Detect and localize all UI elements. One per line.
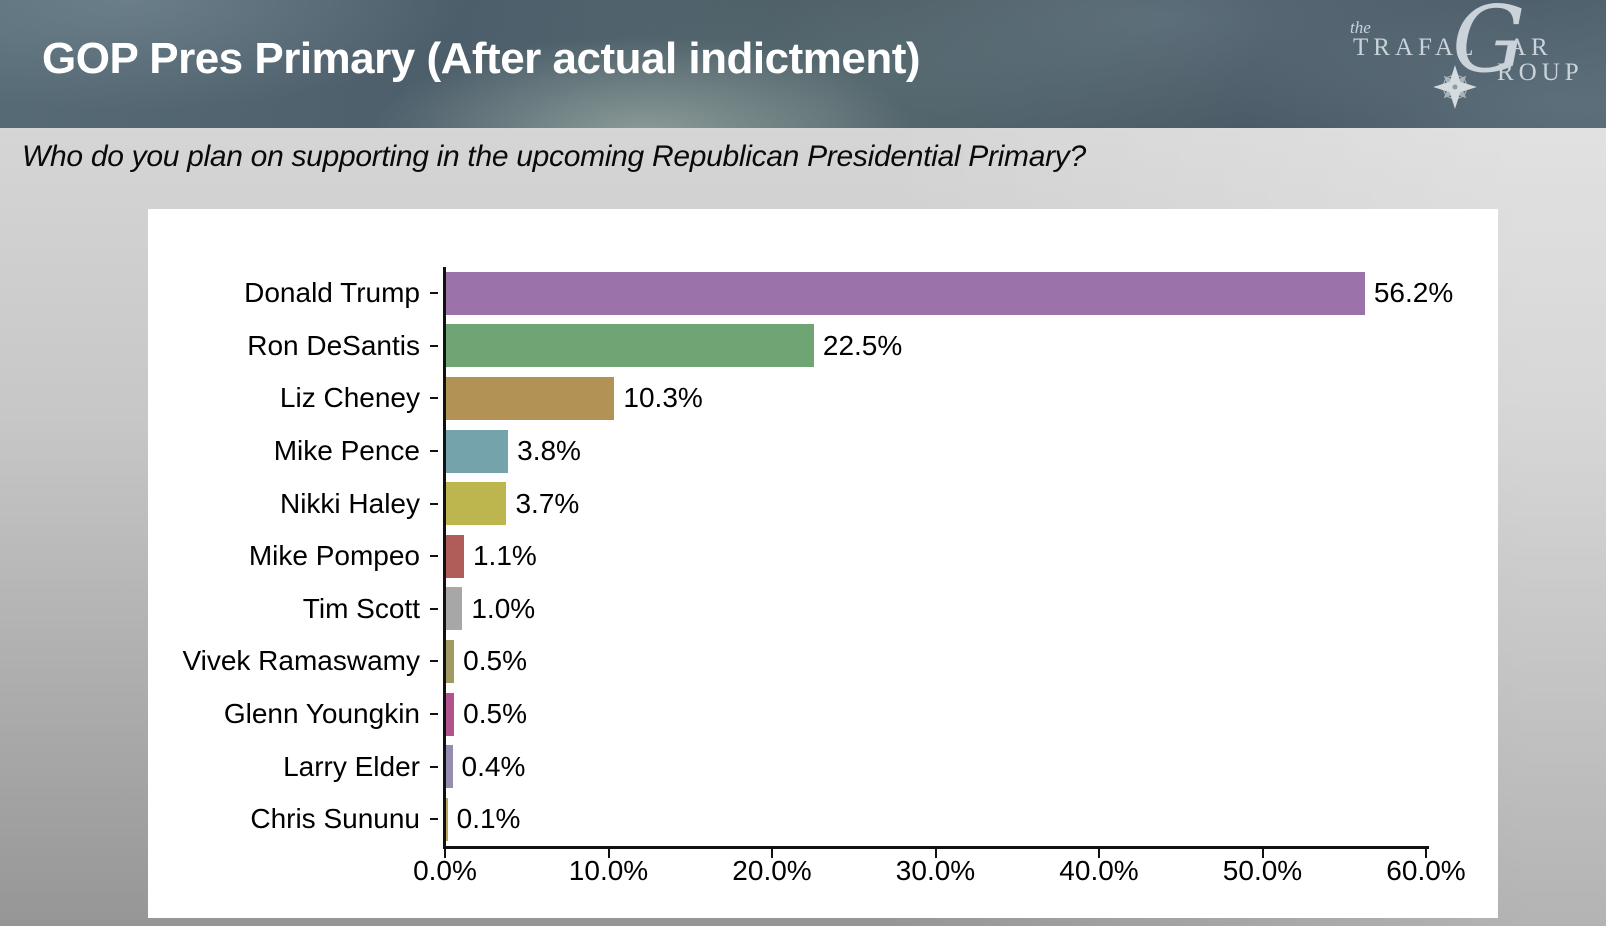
- chart-row: Nikki Haley 3.7%: [148, 477, 1498, 530]
- x-tick-mark: [771, 849, 773, 858]
- y-tick-mark: [430, 818, 438, 821]
- bar-rows: Donald Trump 56.2% Ron DeSantis 22.5% Li…: [148, 267, 1498, 846]
- bar-mike-pompeo: [446, 534, 464, 578]
- value-label: 0.5%: [463, 645, 527, 677]
- category-label: Glenn Youngkin: [223, 698, 420, 730]
- bar-ron-desantis: [446, 324, 814, 368]
- chart-panel: Donald Trump 56.2% Ron DeSantis 22.5% Li…: [148, 209, 1498, 918]
- category-label: Mike Pence: [273, 435, 420, 467]
- chart-row: Mike Pence 3.8%: [148, 425, 1498, 478]
- logo-word-ar: AR: [1508, 34, 1553, 61]
- bar-mike-pence: [446, 429, 509, 473]
- x-axis-label: 10.0%: [568, 855, 649, 886]
- value-label: 0.1%: [456, 803, 521, 835]
- x-axis-line: [443, 846, 1429, 849]
- y-tick-mark: [430, 713, 438, 716]
- category-label: Vivek Ramaswamy: [182, 645, 420, 677]
- y-tick-mark: [430, 292, 438, 295]
- x-axis-label: 50.0%: [1222, 855, 1303, 886]
- bar-chris-sununu: [446, 797, 448, 841]
- chart-row: Vivek Ramaswamy 0.5%: [148, 635, 1498, 688]
- category-label: Tim Scott: [302, 592, 420, 624]
- header-banner: GOP Pres Primary (After actual indictmen…: [0, 0, 1606, 128]
- logo-word-the: the: [1350, 18, 1371, 37]
- y-tick-mark: [430, 607, 438, 610]
- y-axis-line: [443, 267, 446, 849]
- page-title: GOP Pres Primary (After actual indictmen…: [42, 34, 921, 83]
- y-tick-mark: [430, 450, 438, 453]
- chart-row: Mike Pompeo 1.1%: [148, 530, 1498, 583]
- bar-liz-cheney: [446, 376, 615, 420]
- value-label: 1.0%: [471, 592, 536, 624]
- value-label: 0.4%: [461, 750, 526, 782]
- value-label: 0.5%: [463, 698, 527, 730]
- bar-larry-elder: [446, 745, 453, 789]
- y-tick-mark: [430, 397, 438, 400]
- value-label: 10.3%: [623, 382, 703, 414]
- x-tick-mark: [607, 849, 610, 858]
- y-tick-mark: [430, 344, 438, 347]
- chart-row: Liz Cheney 10.3%: [148, 372, 1498, 425]
- category-label: Ron DeSantis: [247, 329, 420, 361]
- x-axis-label: 0.0%: [413, 855, 477, 886]
- logo-word-g: G: [1452, 0, 1526, 93]
- value-label: 22.5%: [822, 329, 903, 361]
- y-tick-mark: [430, 765, 438, 768]
- bar-glenn-youngkin: [446, 692, 455, 736]
- chart-row: Donald Trump 56.2%: [148, 267, 1498, 320]
- category-label: Nikki Haley: [279, 487, 420, 519]
- category-label: Chris Sununu: [250, 803, 420, 835]
- category-label: Mike Pompeo: [248, 540, 420, 572]
- x-tick-mark: [1261, 849, 1264, 858]
- survey-question: Who do you plan on supporting in the upc…: [22, 140, 1086, 173]
- compass-rose-icon: [1433, 65, 1477, 109]
- x-tick-mark: [1425, 849, 1427, 858]
- value-label: 56.2%: [1373, 277, 1454, 309]
- value-label: 3.7%: [515, 487, 580, 519]
- logo-word-trafal: TRAFAL: [1353, 34, 1479, 61]
- x-axis-label: 60.0%: [1386, 855, 1466, 886]
- x-axis-label: 40.0%: [1059, 855, 1139, 886]
- x-tick-mark: [934, 849, 937, 858]
- x-axis-label: 30.0%: [895, 855, 976, 886]
- chart-row: Ron DeSantis 22.5%: [148, 320, 1498, 373]
- chart-row: Chris Sununu 0.1%: [148, 793, 1498, 846]
- logo-word-roup: ROUP: [1497, 59, 1584, 86]
- value-label: 1.1%: [472, 540, 537, 572]
- value-label: 3.8%: [517, 435, 581, 467]
- category-label: Liz Cheney: [279, 382, 420, 414]
- x-tick-mark: [444, 849, 446, 858]
- category-label: Donald Trump: [244, 277, 420, 309]
- y-tick-mark: [430, 502, 438, 505]
- bar-donald-trump: [446, 271, 1365, 315]
- y-tick-mark: [430, 660, 438, 663]
- x-axis-label: 20.0%: [732, 855, 812, 886]
- category-label: Larry Elder: [283, 750, 420, 782]
- chart-row: Larry Elder 0.4%: [148, 740, 1498, 793]
- chart-row: Glenn Youngkin 0.5%: [148, 688, 1498, 741]
- bar-nikki-haley: [446, 482, 507, 526]
- y-tick-mark: [430, 555, 438, 558]
- x-tick-mark: [1098, 849, 1100, 858]
- trafalgar-group-logo: the TRAFAL G AR ROUP: [1304, 0, 1579, 122]
- chart-row: Tim Scott 1.0%: [148, 583, 1498, 636]
- bar-vivek-ramaswamy: [446, 639, 455, 683]
- bar-tim-scott: [446, 587, 463, 631]
